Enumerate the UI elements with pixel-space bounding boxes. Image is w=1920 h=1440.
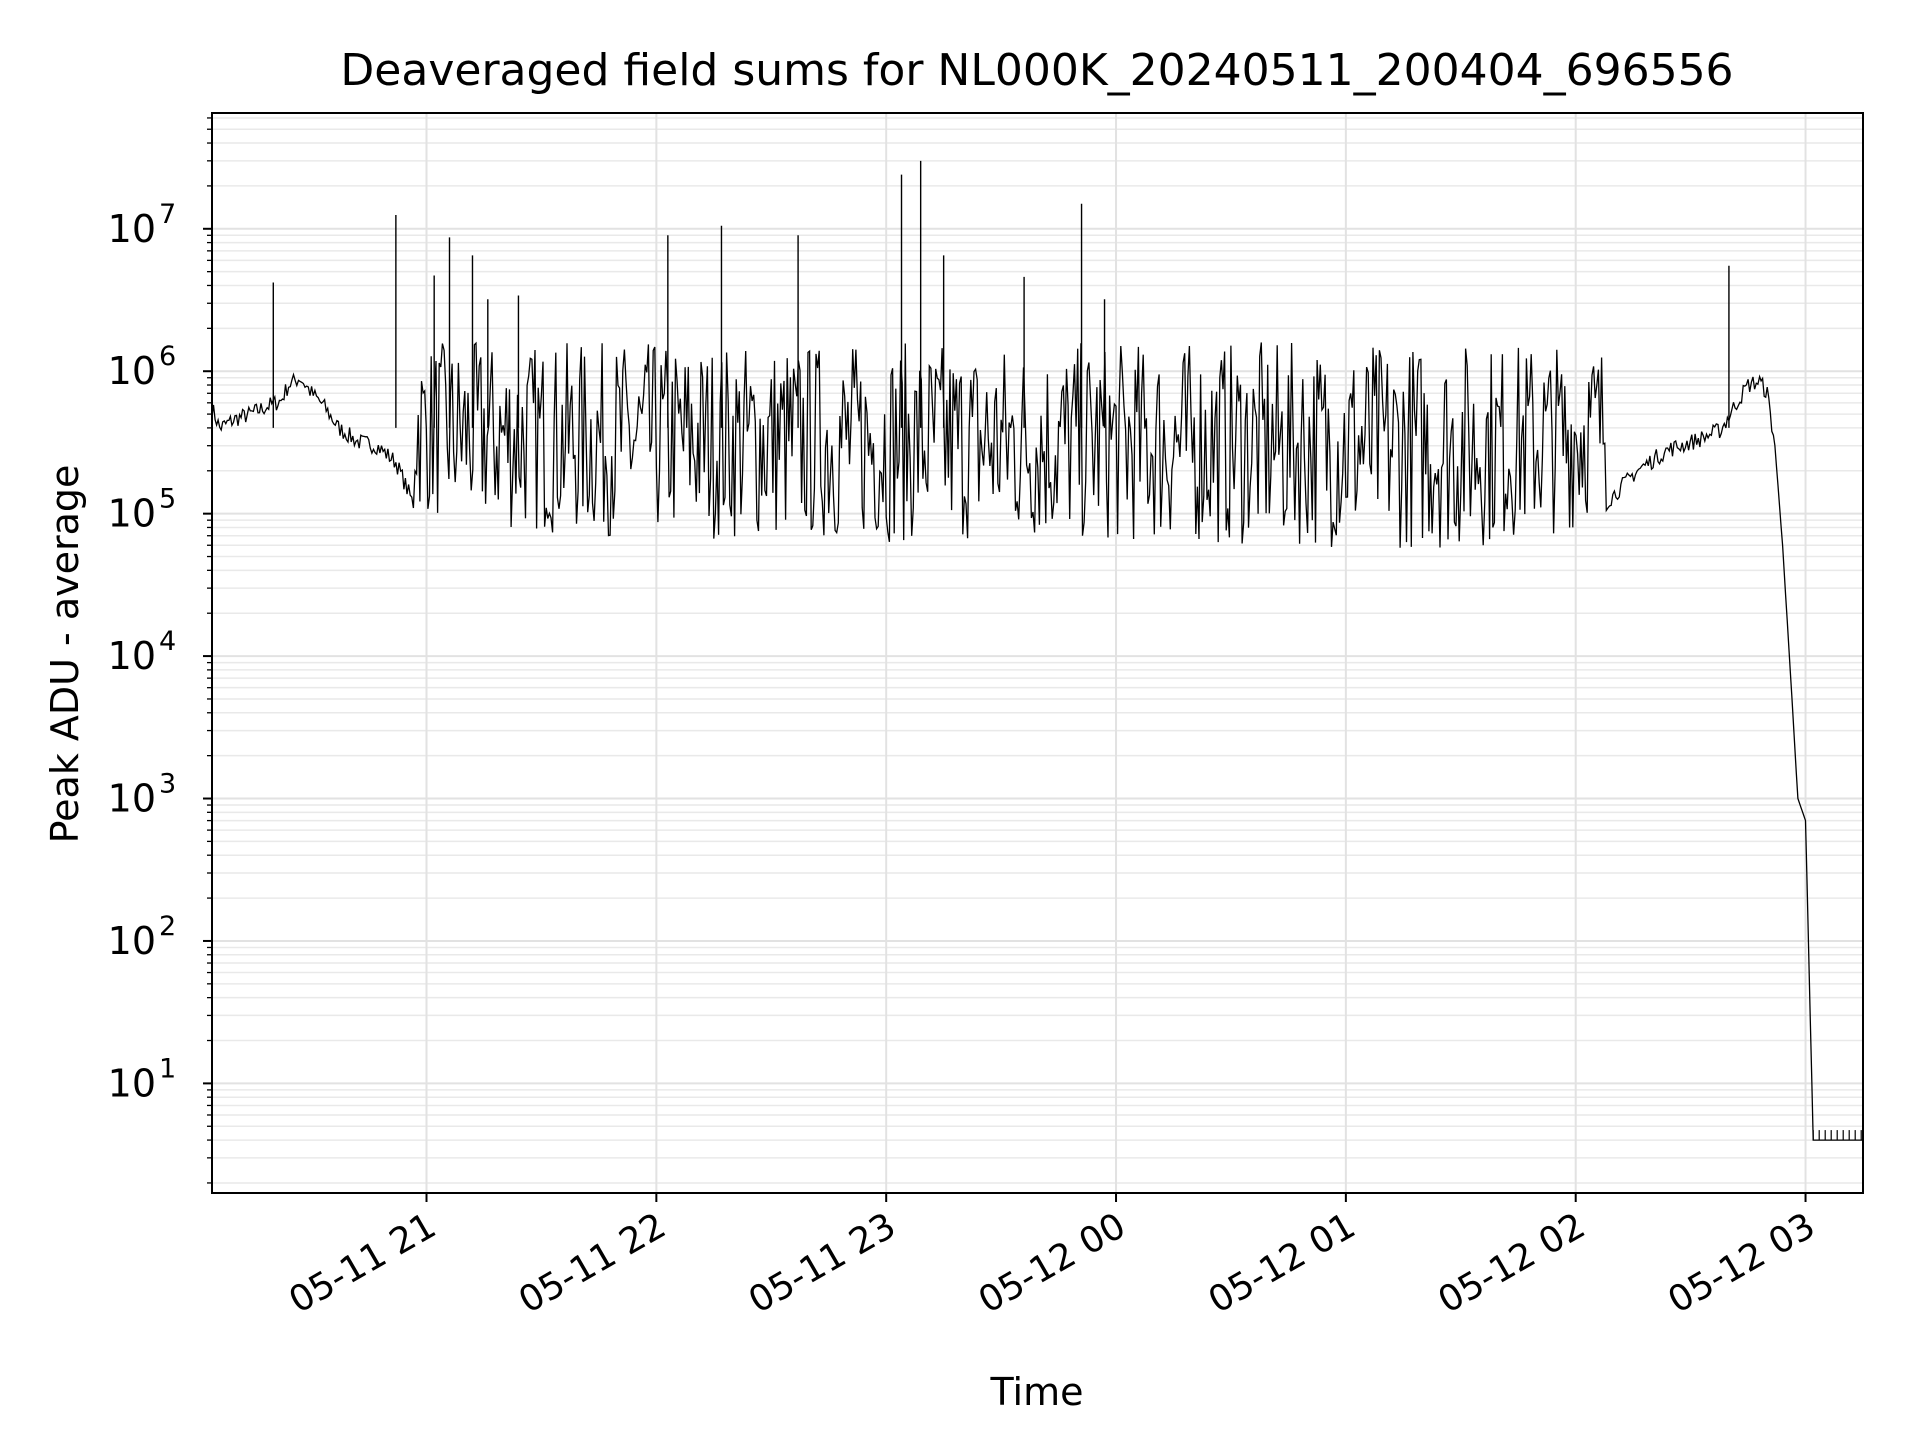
series-line	[211, 341, 1863, 1141]
y-tick-label: 10	[108, 1061, 156, 1105]
y-tick-exponent: 2	[159, 911, 176, 942]
y-tick-exponent: 6	[159, 341, 176, 372]
y-tick-label: 10	[108, 492, 156, 536]
y-tick-label: 10	[108, 207, 156, 251]
y-tick-base: 10	[108, 1061, 156, 1105]
y-tick-base: 10	[108, 349, 156, 393]
chart-title: Deaveraged field sums for NL000K_2024051…	[340, 45, 1733, 96]
y-tick-exponent: 5	[159, 484, 176, 515]
y-tick-base: 10	[108, 207, 156, 251]
y-tick-exponent: 3	[159, 769, 176, 800]
y-tick-label: 10	[108, 349, 156, 393]
series-group	[211, 160, 1863, 1141]
y-tick-base: 10	[108, 492, 156, 536]
y-tick-base: 10	[108, 919, 156, 963]
y-tick-label: 10	[108, 919, 156, 963]
x-axis-label: Time	[990, 1370, 1084, 1414]
y-tick-exponent: 7	[159, 199, 176, 230]
plot-frame	[211, 112, 1864, 1194]
y-tick-base: 10	[108, 777, 156, 821]
y-tick-base: 10	[108, 634, 156, 678]
grid-lines	[212, 113, 1863, 1193]
y-tick-label: 10	[108, 777, 156, 821]
y-tick-exponent: 1	[159, 1053, 176, 1084]
y-axis-label: Peak ADU - average	[43, 465, 87, 844]
y-tick-exponent: 4	[159, 626, 176, 657]
y-tick-label: 10	[108, 634, 156, 678]
